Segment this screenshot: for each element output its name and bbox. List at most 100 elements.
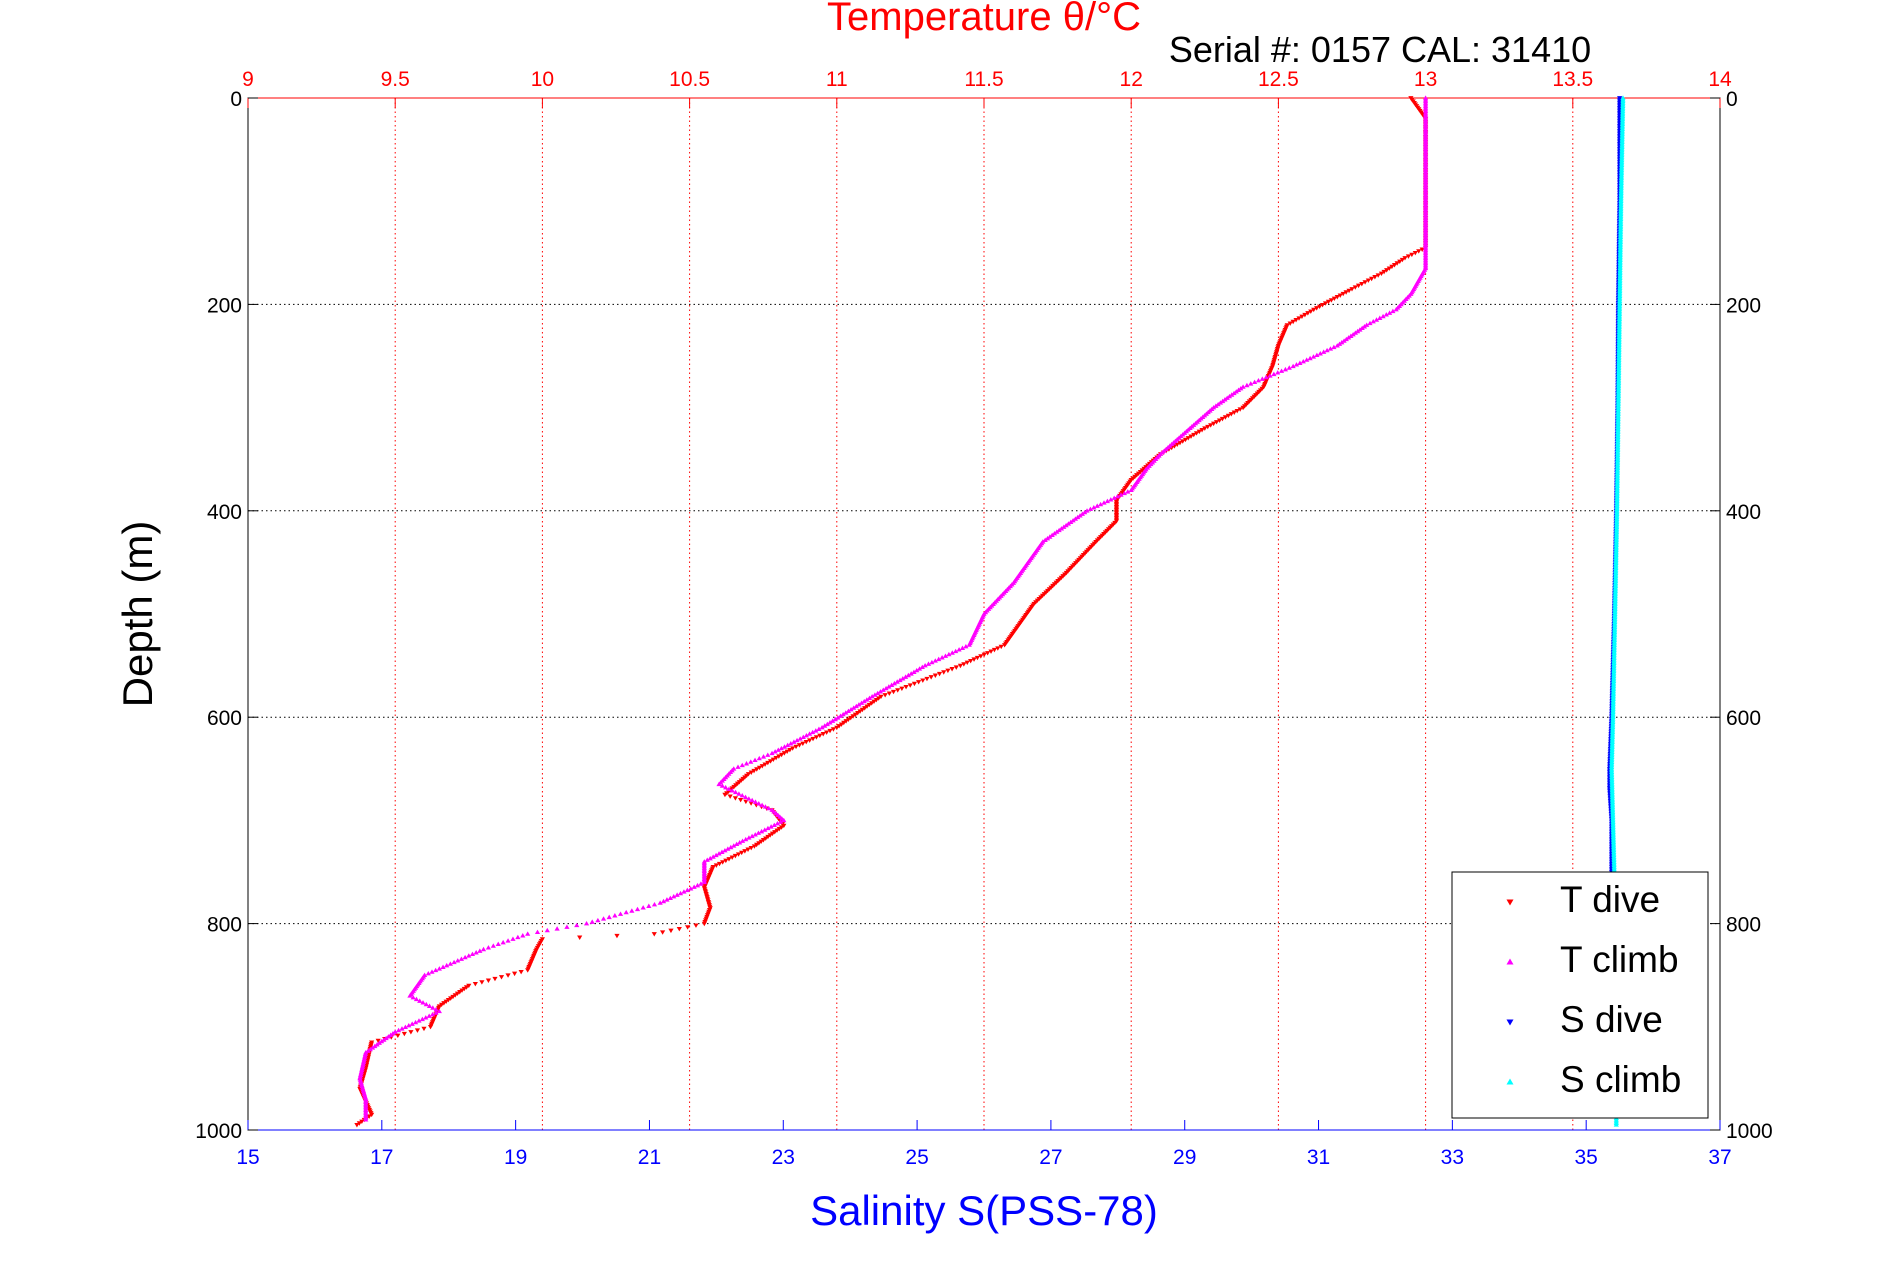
data-point <box>916 680 922 685</box>
data-point <box>1349 287 1355 292</box>
salinity-tick-label: 21 <box>638 1146 661 1169</box>
data-point <box>964 660 970 666</box>
data-point <box>477 948 483 953</box>
data-point <box>1337 293 1343 298</box>
data-point <box>813 728 819 733</box>
data-point <box>903 684 909 690</box>
data-point <box>356 1121 362 1126</box>
data-point <box>755 830 762 835</box>
data-point <box>583 921 590 926</box>
data-point <box>510 936 516 941</box>
data-point <box>722 847 728 853</box>
data-point <box>767 833 773 838</box>
data-point <box>1391 263 1398 268</box>
data-point <box>1380 313 1386 319</box>
data-point <box>857 709 863 714</box>
data-point <box>1222 415 1229 420</box>
data-point <box>617 911 624 916</box>
data-point <box>869 701 875 706</box>
legend: T dive T climb S dive S climb <box>1451 871 1709 1119</box>
data-point <box>1237 407 1243 412</box>
data-point <box>651 932 657 937</box>
data-point <box>448 996 454 1001</box>
data-point <box>1275 370 1281 375</box>
data-point <box>479 980 485 985</box>
data-point <box>707 855 713 861</box>
data-point <box>606 914 612 920</box>
data-point <box>685 925 691 930</box>
data-point <box>735 852 742 857</box>
data-point <box>949 650 955 655</box>
x-axis-label: Salinity S(PSS-78) <box>810 1187 1158 1234</box>
data-point <box>891 680 898 686</box>
data-point <box>1049 532 1055 538</box>
data-point <box>858 700 865 705</box>
data-point <box>1259 376 1265 381</box>
data-point <box>1211 421 1217 427</box>
data-point <box>1334 295 1340 300</box>
data-point <box>820 732 826 737</box>
data-point <box>1191 432 1197 438</box>
data-point <box>907 683 913 688</box>
data-point <box>723 784 729 790</box>
data-point <box>1362 280 1368 285</box>
data-point <box>894 679 900 684</box>
data-point <box>1271 371 1277 377</box>
data-point <box>848 715 854 721</box>
data-point <box>1072 516 1079 521</box>
data-point <box>436 966 442 971</box>
data-point <box>363 1117 369 1122</box>
data-point <box>819 724 825 730</box>
data-point <box>1128 487 1134 492</box>
data-point <box>771 822 777 827</box>
data-point <box>1387 310 1393 315</box>
data-point <box>998 644 1004 650</box>
data-point <box>684 887 690 893</box>
data-point <box>803 739 809 745</box>
depth-tick-label-right: 600 <box>1726 707 1761 730</box>
data-point <box>822 723 828 728</box>
data-point <box>919 664 925 670</box>
data-point <box>1372 275 1378 280</box>
data-point <box>651 901 658 907</box>
data-point <box>859 707 865 713</box>
data-points <box>354 95 1626 1128</box>
temperature-tick-label: 13 <box>1414 68 1437 91</box>
data-point <box>676 926 682 932</box>
data-point <box>1070 517 1076 523</box>
data-point <box>1367 320 1373 326</box>
data-point <box>1202 426 1208 431</box>
data-point <box>941 670 947 675</box>
data-point <box>861 698 867 704</box>
data-point <box>667 895 673 901</box>
data-point <box>668 928 674 934</box>
data-point <box>369 1112 375 1118</box>
data-point <box>433 1010 439 1015</box>
data-point <box>824 730 830 735</box>
data-point <box>737 840 743 845</box>
data-point <box>1386 266 1392 271</box>
data-point <box>1111 495 1117 500</box>
data-point <box>929 659 935 665</box>
data-point <box>759 828 765 834</box>
data-point <box>1094 503 1100 508</box>
series-t-climb <box>357 95 1429 1122</box>
data-point <box>1098 501 1104 507</box>
data-point <box>760 838 767 843</box>
data-point <box>883 685 889 691</box>
data-point <box>1180 439 1186 444</box>
data-point <box>1108 497 1114 502</box>
data-point <box>614 933 620 939</box>
data-point <box>739 762 745 768</box>
data-point <box>810 736 816 742</box>
data-point <box>710 854 716 859</box>
data-point <box>739 792 745 798</box>
data-point <box>733 789 739 795</box>
data-point <box>836 724 842 729</box>
depth-tick-label-left: 200 <box>207 294 242 317</box>
data-point <box>840 711 846 717</box>
data-point <box>748 845 754 851</box>
data-point <box>1311 307 1317 313</box>
data-point <box>417 998 423 1003</box>
data-point <box>1042 537 1048 542</box>
